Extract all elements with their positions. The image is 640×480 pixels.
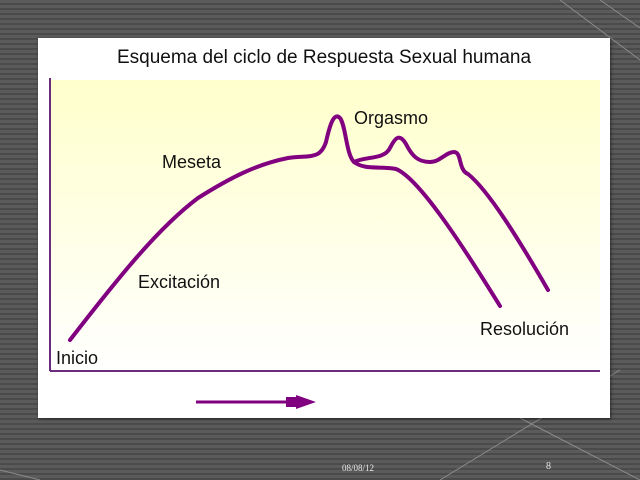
- label-orgasmo: Orgasmo: [354, 108, 428, 128]
- time-arrow: [196, 395, 316, 409]
- decor-line-bottom-right: [519, 417, 640, 480]
- label-resolucion: Resolución: [480, 319, 569, 339]
- response-curve-single: [68, 114, 502, 342]
- label-meseta: Meseta: [162, 152, 222, 172]
- decor-line-bottom-left: [0, 469, 41, 480]
- response-cycle-diagram: Esquema del ciclo de Respuesta Sexual hu…: [49, 47, 600, 409]
- decor-line-top-right: [559, 0, 640, 61]
- slide-date: 08/08/12: [342, 463, 375, 473]
- diagram-title: Esquema del ciclo de Respuesta Sexual hu…: [117, 47, 531, 68]
- label-inicio: Inicio: [56, 348, 98, 368]
- slide-page-number: 8: [546, 461, 551, 472]
- label-excitacion: Excitación: [138, 272, 220, 292]
- diagram-card: Esquema del ciclo de Respuesta Sexual hu…: [38, 38, 610, 418]
- decor-line-top-right-2: [599, 0, 640, 29]
- response-curve-multiple: [352, 135, 550, 292]
